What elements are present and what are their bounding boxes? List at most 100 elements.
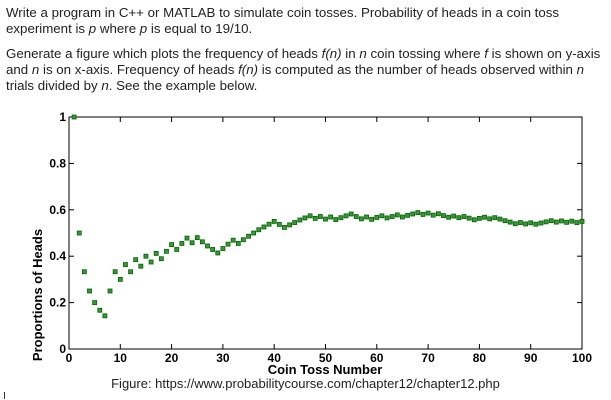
data-point — [241, 237, 246, 243]
data-point — [133, 257, 139, 263]
data-point — [543, 219, 549, 225]
paragraph2-segment: coin tossing where — [366, 46, 485, 61]
data-point — [512, 221, 518, 227]
data-point — [466, 215, 472, 221]
data-point — [482, 214, 487, 220]
problem-paragraph-2: Generate a figure which plots the freque… — [6, 46, 606, 94]
x-tick-label: 90 — [524, 351, 538, 365]
data-point — [548, 218, 554, 224]
paragraph2-segment: f — [484, 46, 488, 61]
data-point — [533, 221, 539, 227]
data-point — [123, 262, 128, 267]
data-point — [389, 214, 395, 219]
y-axis-label: Proportions of Heads — [30, 229, 45, 361]
data-point — [271, 219, 277, 224]
data-point — [92, 300, 98, 306]
data-point — [174, 247, 180, 252]
data-point — [384, 215, 390, 221]
paragraph1-segment: is equal to 19/10. — [147, 21, 253, 36]
x-tick-label: 50 — [319, 351, 333, 365]
data-point — [87, 288, 92, 294]
data-point — [369, 216, 375, 222]
data-point — [251, 230, 257, 236]
plot-frame — [68, 116, 583, 350]
data-point — [456, 215, 462, 221]
data-point — [476, 215, 482, 221]
data-point — [81, 269, 87, 275]
data-point — [276, 222, 282, 227]
y-tick-label: 0.6 — [49, 203, 66, 217]
paragraph2-segment: f(n) — [321, 46, 342, 61]
y-tick-label: 1 — [59, 112, 66, 124]
paragraph2-segment: n — [576, 62, 585, 77]
data-point — [143, 253, 149, 259]
data-point — [112, 269, 118, 275]
data-point — [425, 210, 431, 216]
data-point — [138, 263, 144, 269]
paragraph2-segment: . See the example below. — [108, 78, 258, 93]
data-point — [97, 307, 103, 313]
data-point — [435, 211, 441, 217]
paragraph1-segment: p — [88, 21, 97, 36]
data-point — [179, 241, 185, 246]
data-point — [107, 288, 113, 294]
data-point — [497, 216, 503, 222]
data-point — [353, 214, 359, 219]
data-point — [302, 215, 308, 221]
paragraph1-segment: where — [96, 21, 140, 36]
x-axis-label: Coin Toss Number — [268, 362, 383, 376]
data-point — [317, 214, 323, 219]
x-tick-label: 20 — [165, 351, 179, 365]
data-point — [569, 218, 575, 224]
data-point — [189, 240, 195, 246]
paragraph2-segment: n — [101, 78, 109, 93]
paragraph2-segment: is shown on y-axis and — [6, 46, 601, 77]
data-point — [364, 214, 369, 220]
y-tick-label: 0.4 — [49, 249, 66, 263]
data-point — [282, 225, 287, 230]
paragraph2-segment: n — [31, 62, 40, 77]
paragraph2-segment: n — [359, 46, 367, 61]
paragraph2-segment: in — [341, 46, 360, 61]
x-tick-label: 100 — [572, 351, 592, 365]
data-point — [102, 313, 108, 319]
x-tick-label: 0 — [66, 351, 73, 365]
x-tick-label: 80 — [473, 351, 487, 365]
data-point — [246, 233, 251, 239]
data-point — [148, 259, 154, 265]
data-point — [559, 218, 564, 224]
paragraph2-segment: is computed as the number of heads obser… — [258, 62, 577, 77]
data-point — [230, 237, 236, 243]
data-point — [71, 114, 77, 120]
paragraph2-segment: f(n) — [238, 62, 259, 77]
data-point — [471, 217, 477, 223]
data-point — [379, 213, 385, 219]
data-point — [194, 235, 200, 241]
paragraph2-segment: Generate a figure which plots the freque… — [6, 46, 322, 61]
data-point — [169, 242, 175, 248]
data-point — [184, 235, 190, 241]
axis-ticks — [68, 116, 583, 350]
data-point — [343, 213, 349, 219]
data-point — [164, 248, 169, 254]
data-point — [297, 217, 303, 223]
data-point — [338, 215, 344, 221]
data-point — [220, 246, 226, 251]
data-point — [215, 250, 221, 256]
x-tick-label: 70 — [421, 351, 435, 365]
data-point — [394, 212, 400, 218]
data-point — [528, 220, 534, 226]
data-point — [117, 276, 123, 282]
data-point — [446, 214, 452, 220]
data-point — [564, 219, 570, 225]
data-point — [348, 211, 354, 217]
data-point — [266, 221, 272, 227]
paragraph1-segment: Write a program in C++ or MATLAB to simu… — [6, 5, 560, 36]
data-point — [451, 213, 457, 219]
text-cursor — [4, 392, 5, 399]
data-point — [405, 212, 410, 218]
y-tick-label: 0.8 — [49, 156, 66, 170]
data-point — [205, 243, 210, 249]
problem-paragraph-1: Write a program in C++ or MATLAB to simu… — [6, 5, 606, 37]
data-point — [225, 241, 231, 247]
